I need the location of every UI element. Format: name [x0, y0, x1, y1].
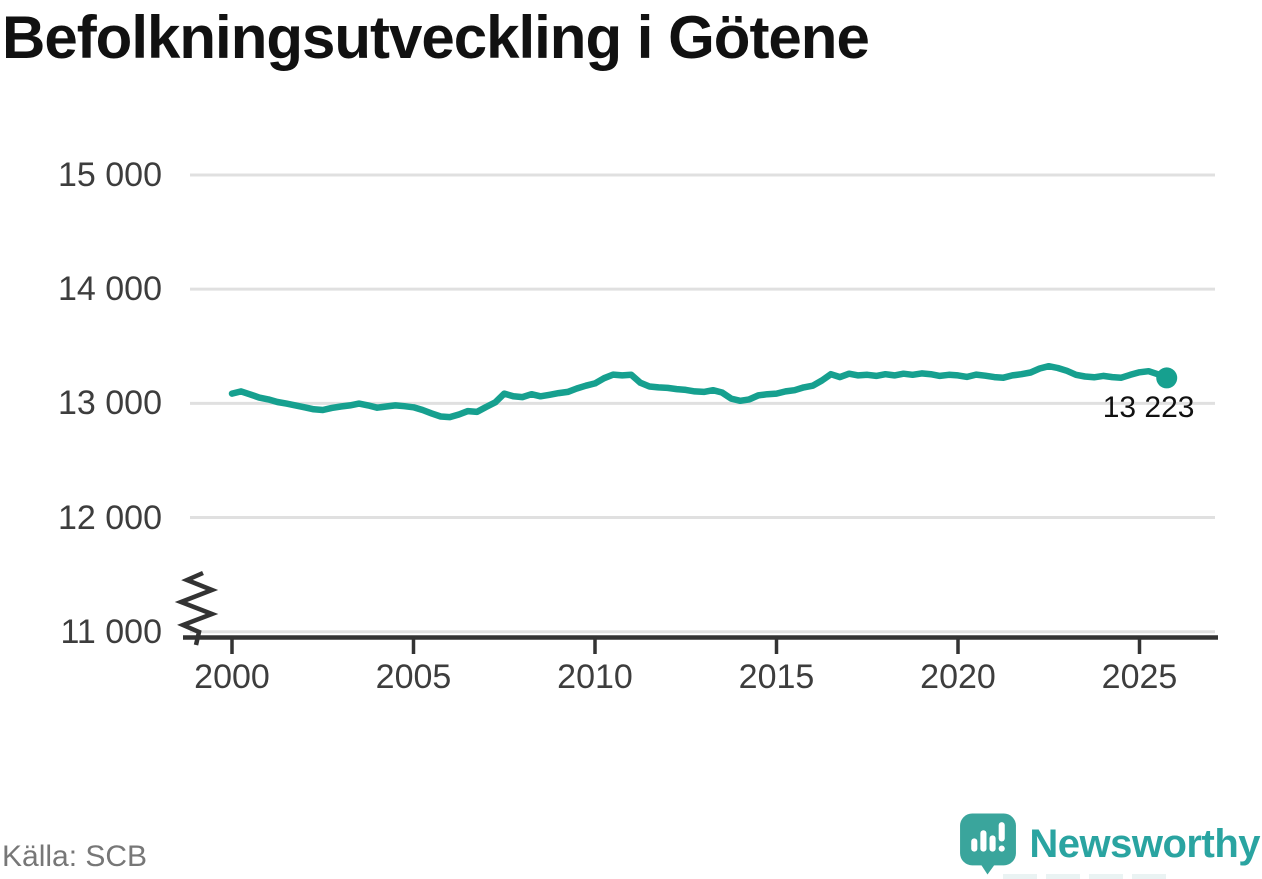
- x-tick-label: 2010: [557, 658, 633, 696]
- last-value-label: 13 223: [1102, 390, 1195, 424]
- population-series-line: [228, 362, 1170, 421]
- chart-title: Befolkningsutveckling i Götene: [2, 4, 870, 71]
- x-tick-label: 2005: [375, 658, 452, 696]
- y-tick-label: 14 000: [58, 270, 162, 309]
- x-tick-label: 2020: [920, 658, 996, 696]
- newsworthy-branding: Newsworthy: [959, 812, 1260, 876]
- x-tick-label: 2025: [1101, 658, 1178, 696]
- clipped-tagline-fragment: [1003, 874, 1166, 879]
- newsworthy-wordmark: Newsworthy: [1029, 821, 1260, 866]
- x-tick-label: 2000: [194, 658, 270, 696]
- y-axis-break-icon: [174, 570, 219, 646]
- source-note: Källa: SCB: [2, 840, 148, 873]
- y-tick-label: 13 000: [58, 384, 162, 423]
- y-tick-label: 12 000: [58, 498, 162, 537]
- x-tick-label: 2015: [738, 658, 815, 696]
- last-value-dot: [1156, 367, 1178, 389]
- newsworthy-logo-icon: [960, 813, 1017, 875]
- y-tick-label: 15 000: [58, 156, 162, 194]
- y-tick-label: 11 000: [60, 612, 162, 651]
